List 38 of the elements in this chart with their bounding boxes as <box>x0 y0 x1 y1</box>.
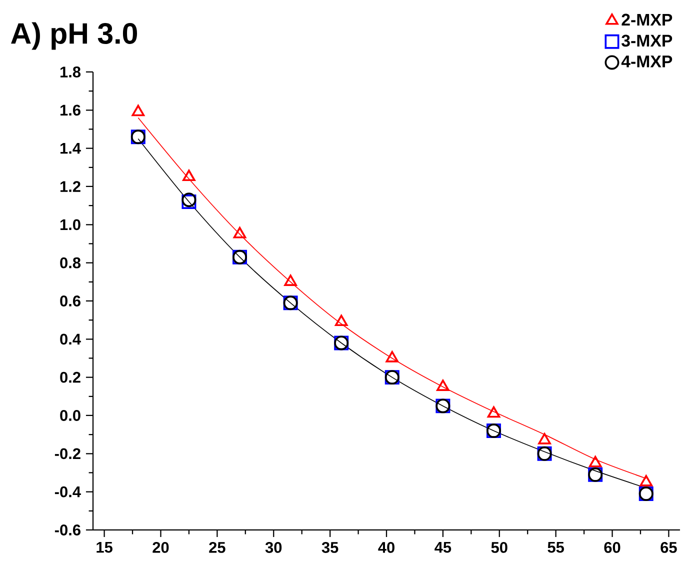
y-tick-label: 1.0 <box>60 219 80 230</box>
y-tick-label: -0.2 <box>54 448 80 460</box>
point <box>132 104 145 116</box>
x-tick-label: 20 <box>152 542 169 553</box>
chart-title: A) pH 3.0 <box>11 22 138 50</box>
x-tick-label: 35 <box>322 542 338 553</box>
y-tick-label: 0.0 <box>60 410 80 421</box>
y-tick-label: 0.6 <box>60 296 80 306</box>
y-tick-label: 1.8 <box>60 66 81 78</box>
point <box>233 226 246 238</box>
y-tick-label: 0.4 <box>60 334 81 345</box>
y-tick-label: -0.4 <box>54 486 81 498</box>
x-tick-label: 60 <box>604 542 620 553</box>
y-tick-label: 1.4 <box>60 143 81 154</box>
point <box>588 456 602 468</box>
x-tick-label: 15 <box>96 542 112 553</box>
x-tick-label: 55 <box>548 542 564 553</box>
y-tick-label: -0.6 <box>54 524 80 536</box>
y-tick-label: 1.6 <box>60 104 80 116</box>
legend-label: 2-MXP <box>622 14 672 26</box>
point <box>487 406 500 418</box>
point <box>436 380 450 391</box>
point <box>334 314 348 326</box>
point <box>386 351 399 362</box>
legend-label: 4-MXP <box>621 56 672 68</box>
x-tick-label: 45 <box>434 542 452 553</box>
point <box>538 433 551 444</box>
point <box>182 170 196 182</box>
point <box>284 274 297 286</box>
y-tick-label: 1.2 <box>60 181 80 192</box>
x-tick-label: 50 <box>491 542 508 553</box>
x-tick-label: 30 <box>265 542 282 553</box>
y-tick-label: 0.8 <box>60 257 81 268</box>
legend-label: 3-MXP <box>622 34 672 47</box>
x-tick-label: 25 <box>209 542 226 553</box>
x-tick-label: 65 <box>660 542 677 553</box>
y-tick-label: 0.2 <box>60 372 80 383</box>
x-tick-label: 40 <box>378 542 394 553</box>
